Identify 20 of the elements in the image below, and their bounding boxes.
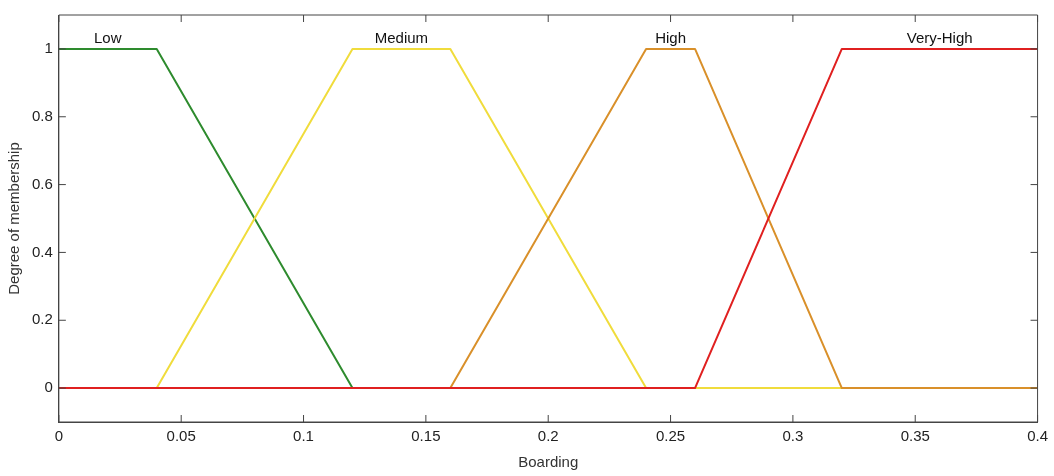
y-tick-label: 0.6	[31, 174, 53, 192]
series-label: Low	[94, 28, 122, 46]
y-tick-label: 0.8	[31, 106, 53, 124]
x-tick-label: 0.4	[1027, 427, 1048, 445]
x-tick-label: 0.1	[293, 427, 314, 445]
series-label: High	[655, 28, 686, 46]
x-tick-label: 0.05	[166, 427, 196, 445]
y-axis-title: Degree of membership	[5, 142, 23, 295]
y-tick-label: 0.2	[31, 310, 53, 328]
y-tick-label: 0.4	[31, 242, 53, 260]
x-tick-label: 0.35	[900, 427, 930, 445]
x-tick-label: 0.2	[537, 427, 559, 445]
series-label: Medium	[374, 28, 429, 46]
series-label: Very-High	[906, 28, 973, 46]
x-tick-label: 0.3	[782, 427, 804, 445]
x-axis-title: Boarding	[518, 453, 579, 471]
x-tick-label: 0.15	[411, 427, 441, 445]
y-tick-label: 0	[44, 378, 53, 396]
x-tick-label: 0.25	[655, 427, 686, 445]
y-tick-label: 1	[44, 39, 53, 57]
